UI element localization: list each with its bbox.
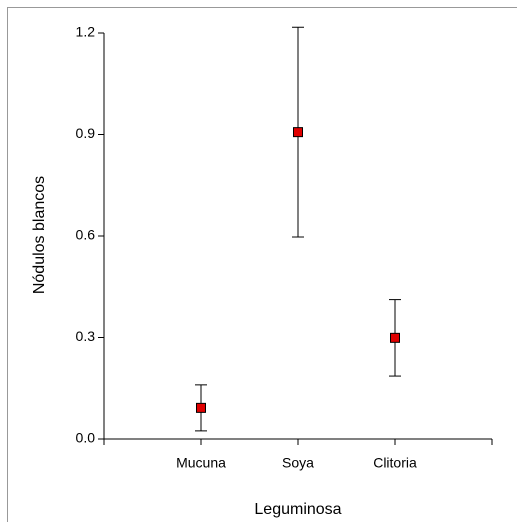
point [196, 402, 206, 413]
x-tick-label: Clitoria [373, 455, 417, 471]
y-tick-label: 0.3 [76, 328, 96, 344]
y-tick-label: 0.0 [76, 430, 96, 446]
point [293, 127, 303, 138]
x-tick-label: Mucuna [176, 455, 226, 471]
x-axis-label: Leguminosa [254, 501, 341, 518]
y-tick-label: 1.2 [76, 24, 96, 40]
y-tick-label: 0.9 [76, 125, 96, 141]
point [390, 332, 400, 343]
y-axis-label: Nódulos blancos [31, 176, 48, 294]
x-tick-label: Soya [282, 455, 314, 471]
frame [7, 7, 517, 522]
y-tick-label: 0.6 [76, 227, 96, 243]
